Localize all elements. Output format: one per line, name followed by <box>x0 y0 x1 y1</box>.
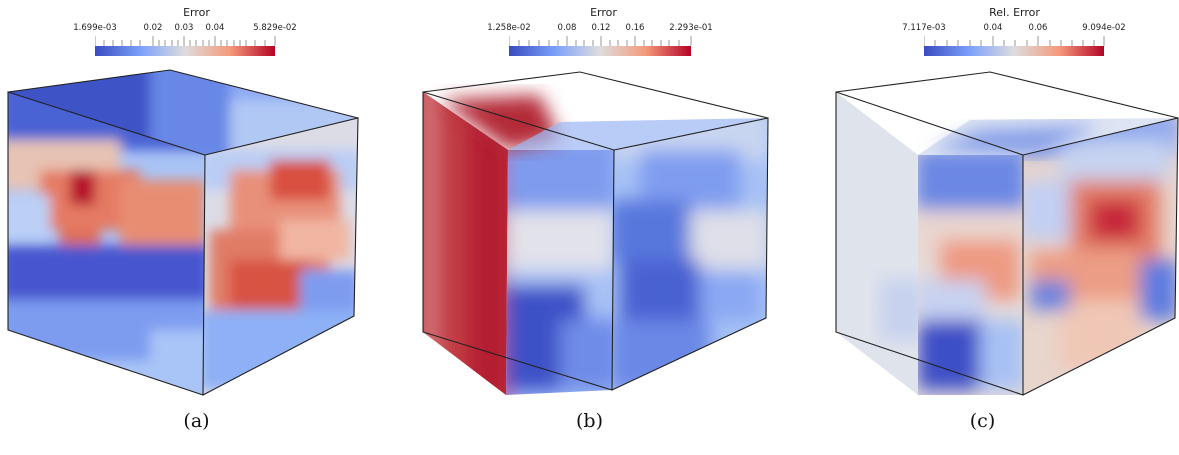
caption-b: (b) <box>576 410 603 432</box>
tick-label: 7.117e-03 <box>902 23 946 33</box>
tick-label: 0.04 <box>205 23 225 33</box>
tick-label: 0.06 <box>1028 23 1048 33</box>
colorbar-a <box>95 36 276 56</box>
cube-b <box>422 71 769 395</box>
colorbar-title-a: Error <box>183 6 210 19</box>
caption-c: (c) <box>969 410 996 432</box>
tick-label: 1.258e-02 <box>487 23 531 33</box>
tick-label: 0.03 <box>174 23 194 33</box>
panel-c: Rel. Error 7.117e-03 0.04 0.06 9.094e-02 <box>786 0 1179 455</box>
cube-c <box>835 71 1179 396</box>
tick-label: 5.829e-02 <box>253 23 297 33</box>
panel-b: Error 1.258e-02 0.08 0.12 0.16 2.293e-01 <box>393 0 786 455</box>
tick-label: 2.293e-01 <box>669 23 713 33</box>
colorbar-title-c: Rel. Error <box>989 6 1040 19</box>
tick-label: 9.094e-02 <box>1082 23 1126 33</box>
tick-label: 0.04 <box>983 23 1003 33</box>
tick-label: 0.12 <box>591 23 611 33</box>
tick-label: 0.02 <box>143 23 163 33</box>
colorbar-ticks-c: 7.117e-03 0.04 0.06 9.094e-02 <box>902 23 1125 35</box>
colorbar-ticks-b: 1.258e-02 0.08 0.12 0.16 2.293e-01 <box>487 23 712 35</box>
panel-a: Error 1.699e-03 0.02 0.03 0.04 5.829e-02 <box>0 0 393 455</box>
tick-label: 0.16 <box>625 23 645 33</box>
caption-a: (a) <box>183 410 210 432</box>
colorbar-title-b: Error <box>590 6 617 19</box>
colorbar-ticks-a: 1.699e-03 0.02 0.03 0.04 5.829e-02 <box>73 23 296 35</box>
cube-a <box>7 69 359 396</box>
colorbar-c <box>924 36 1105 56</box>
colorbar-b <box>509 36 692 56</box>
tick-label: 0.08 <box>557 23 577 33</box>
tick-label: 1.699e-03 <box>73 23 117 33</box>
